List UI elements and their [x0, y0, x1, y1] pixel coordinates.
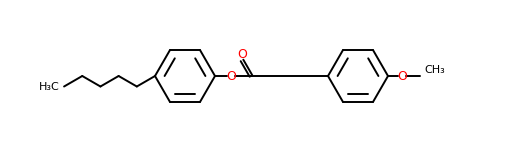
Text: O: O: [397, 69, 407, 83]
Text: O: O: [237, 48, 247, 61]
Text: O: O: [226, 69, 236, 83]
Text: H₃C: H₃C: [39, 81, 60, 92]
Text: CH₃: CH₃: [424, 65, 445, 75]
